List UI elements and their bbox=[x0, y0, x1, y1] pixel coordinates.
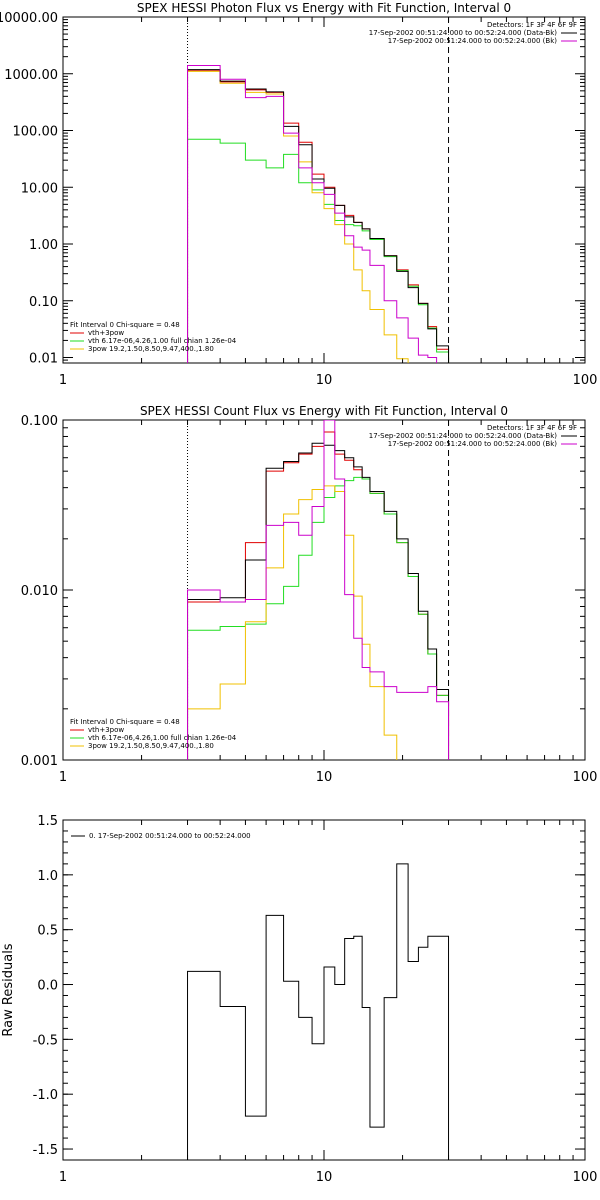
y-tick-label: 0.0 bbox=[37, 979, 58, 994]
chart-panel-3: Raw Residuals 1 10 100 -1.5 -1.0 -0.5 0.0 0.5 1.0… bbox=[1, 814, 598, 1185]
legend-bottom-line: vth+3pow bbox=[88, 726, 124, 734]
series-line-data bbox=[187, 442, 450, 760]
y-axis-label: Raw Residuals bbox=[1, 943, 16, 1036]
series-line-3pow bbox=[187, 70, 409, 363]
series-group bbox=[187, 420, 450, 760]
x-tick-label: 1 bbox=[59, 373, 67, 388]
legend-top-line: 17-Sep-2002 00:51:24.000 to 00:52:24.000… bbox=[369, 432, 558, 440]
series-line-bk bbox=[187, 420, 450, 760]
series-line-vth_plus_3pow bbox=[187, 431, 450, 760]
x-tick-label: 1 bbox=[59, 770, 67, 785]
y-tick-label: -1.5 bbox=[33, 1143, 58, 1158]
series-group bbox=[187, 863, 450, 1160]
legend-top-line: 17-Sep-2002 00:51:24.000 to 00:52:24.000… bbox=[388, 440, 558, 448]
y-tick-label: 0.10 bbox=[29, 295, 58, 310]
y-tick-label: 1.00 bbox=[29, 238, 58, 253]
x-tick-label: 10 bbox=[316, 1170, 333, 1185]
legend-top-line: 17-Sep-2002 00:51:24.000 to 00:52:24.000… bbox=[388, 37, 558, 45]
y-tick-label: 10000.00 bbox=[0, 11, 58, 26]
x-tick-label: 10 bbox=[316, 770, 333, 785]
y-tick-label: 0.001 bbox=[21, 754, 58, 769]
legend-top-line: 17-Sep-2002 00:51:24.000 to 00:52:24.000… bbox=[369, 29, 558, 37]
legend-bottom-line: vth+3pow bbox=[88, 329, 124, 337]
y-tick-label: 1.0 bbox=[37, 869, 58, 884]
x-tick-label: 10 bbox=[316, 373, 333, 388]
legend-top-line: Detectors: 1F 3F 4F 6F 9F bbox=[487, 21, 577, 29]
x-tick-label: 100 bbox=[573, 373, 598, 388]
y-tick-label: 0.100 bbox=[21, 414, 58, 429]
legend-bottom-header: Fit Interval 0 Chi-square = 0.48 bbox=[70, 321, 180, 329]
y-tick-label: 0.010 bbox=[21, 584, 58, 599]
series-line-bk bbox=[187, 64, 438, 363]
chart-title: SPEX HESSI Photon Flux vs Energy with Fi… bbox=[137, 1, 511, 15]
legend-top-line: Detectors: 1F 3F 4F 6F 9F bbox=[487, 424, 577, 432]
x-tick-label: 100 bbox=[573, 770, 598, 785]
series-group bbox=[187, 64, 450, 363]
chart-panel-1: SPEX HESSI Photon Flux vs Energy with Fi… bbox=[0, 1, 598, 388]
legend-bottom-line: 3pow 19.2,1.50,8.50,9.47,400.,1.80 bbox=[88, 345, 214, 353]
y-tick-label: 0.5 bbox=[37, 924, 58, 939]
y-tick-label: -0.5 bbox=[33, 1033, 58, 1048]
legend-bottom-line: 3pow 19.2,1.50,8.50,9.47,400.,1.80 bbox=[88, 742, 214, 750]
chart-panel-2: SPEX HESSI Count Flux vs Energy with Fit… bbox=[21, 404, 598, 785]
legend-bottom-line: vth 6.17e-06,4.26,1.00 full chian 1.26e-… bbox=[88, 734, 237, 742]
series-line-vth bbox=[187, 476, 450, 760]
legend-entry: 0. 17-Sep-2002 00:51:24.000 to 00:52:24.… bbox=[89, 832, 251, 840]
y-tick-label: 1.5 bbox=[37, 814, 58, 829]
series-line-vth_plus_3pow bbox=[187, 69, 450, 363]
x-tick-label: 1 bbox=[59, 1170, 67, 1185]
y-tick-label: 10.00 bbox=[21, 181, 58, 196]
legend-bottom-header: Fit Interval 0 Chi-square = 0.48 bbox=[70, 718, 180, 726]
x-tick-label: 100 bbox=[573, 1170, 598, 1185]
series-line-data bbox=[187, 863, 450, 1160]
y-tick-label: 1000.00 bbox=[4, 68, 58, 83]
y-tick-label: 100.00 bbox=[13, 125, 59, 140]
legend-bottom-line: vth 6.17e-06,4.26,1.00 full chian 1.26e-… bbox=[88, 337, 237, 345]
y-tick-label: -1.0 bbox=[33, 1088, 58, 1103]
chart-title: SPEX HESSI Count Flux vs Energy with Fit… bbox=[140, 404, 508, 418]
y-tick-label: 0.01 bbox=[29, 352, 58, 367]
series-line-data bbox=[187, 69, 450, 363]
